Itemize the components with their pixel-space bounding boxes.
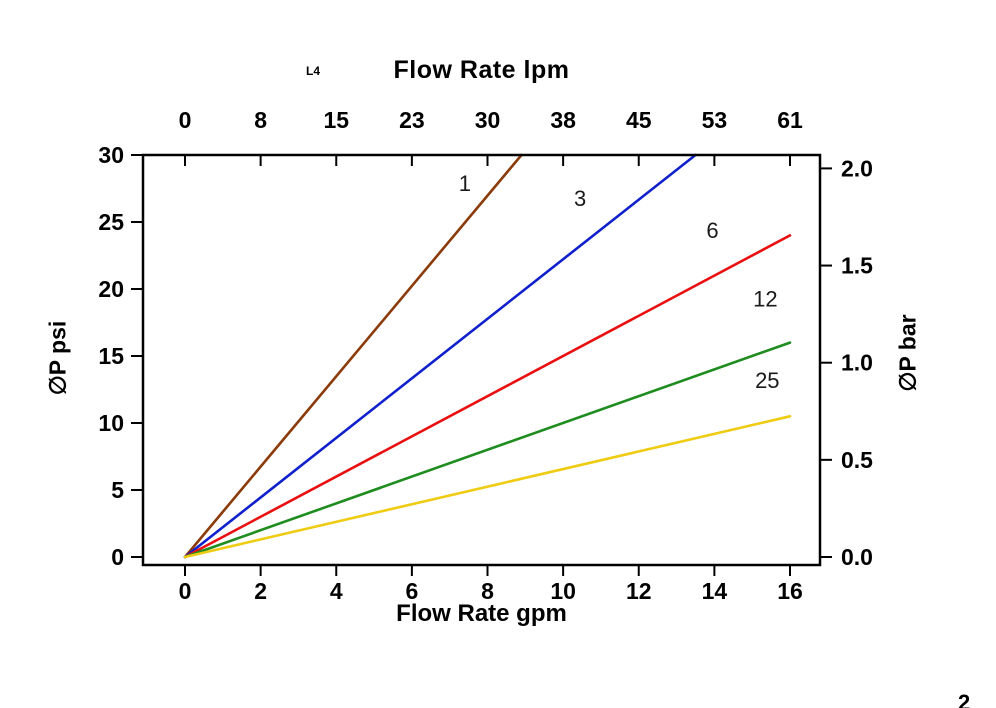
top-tick-label-45: 45 (626, 107, 652, 133)
plot-frame (141, 153, 822, 567)
series-label-1: 1 (459, 171, 471, 196)
right-tick-label-1.5: 1.5 (841, 253, 873, 279)
series-line-12 (183, 341, 792, 559)
bottom-tick-label-12: 12 (626, 578, 652, 604)
series-line-25 (183, 414, 792, 559)
left-tick-label-30: 30 (98, 142, 124, 168)
bottom-tick-label-10: 10 (550, 578, 576, 604)
bottom-tick-label-4: 4 (330, 578, 343, 604)
top-tick-label-23: 23 (399, 107, 425, 133)
top-tick-label-61: 61 (777, 107, 803, 133)
right-tick-label-0.5: 0.5 (841, 447, 873, 473)
left-tick-label-10: 10 (98, 410, 124, 436)
series-line-3 (183, 153, 697, 559)
top-tick-label-15: 15 (323, 107, 349, 133)
bottom-tick-label-16: 16 (777, 578, 803, 604)
series-line-6 (183, 234, 792, 559)
page-corner-number: 2 (958, 690, 971, 708)
bottom-tick-label-0: 0 (179, 578, 192, 604)
left-tick-label-0: 0 (111, 544, 124, 570)
top-tick-label-53: 53 (702, 107, 728, 133)
bottom-tick-label-2: 2 (254, 578, 267, 604)
right-tick-label-2.0: 2.0 (841, 155, 873, 181)
bottom-tick-label-14: 14 (702, 578, 728, 604)
top-axis-title: Flow Rate lpm (393, 56, 570, 84)
left-tick-label-15: 15 (98, 343, 124, 369)
left-tick-label-25: 25 (98, 209, 124, 235)
left-tick-label-20: 20 (98, 276, 124, 302)
top-tick-label-8: 8 (254, 107, 267, 133)
series-label-25: 25 (755, 368, 779, 393)
model-code-label: L4 (306, 64, 321, 78)
right-tick-label-0.0: 0.0 (841, 544, 873, 570)
top-tick-label-30: 30 (475, 107, 501, 133)
series-label-6: 6 (706, 218, 718, 243)
right-tick-label-1.0: 1.0 (841, 350, 873, 376)
left-tick-label-5: 5 (111, 477, 124, 503)
bottom-tick-label-8: 8 (481, 578, 494, 604)
series-label-3: 3 (574, 186, 586, 211)
bottom-tick-label-6: 6 (405, 578, 418, 604)
top-tick-label-38: 38 (550, 107, 576, 133)
top-tick-label-0: 0 (179, 107, 192, 133)
series-line-1 (183, 153, 523, 559)
series-label-12: 12 (753, 286, 777, 311)
bottom-axis-title: Flow Rate gpm (396, 600, 567, 627)
